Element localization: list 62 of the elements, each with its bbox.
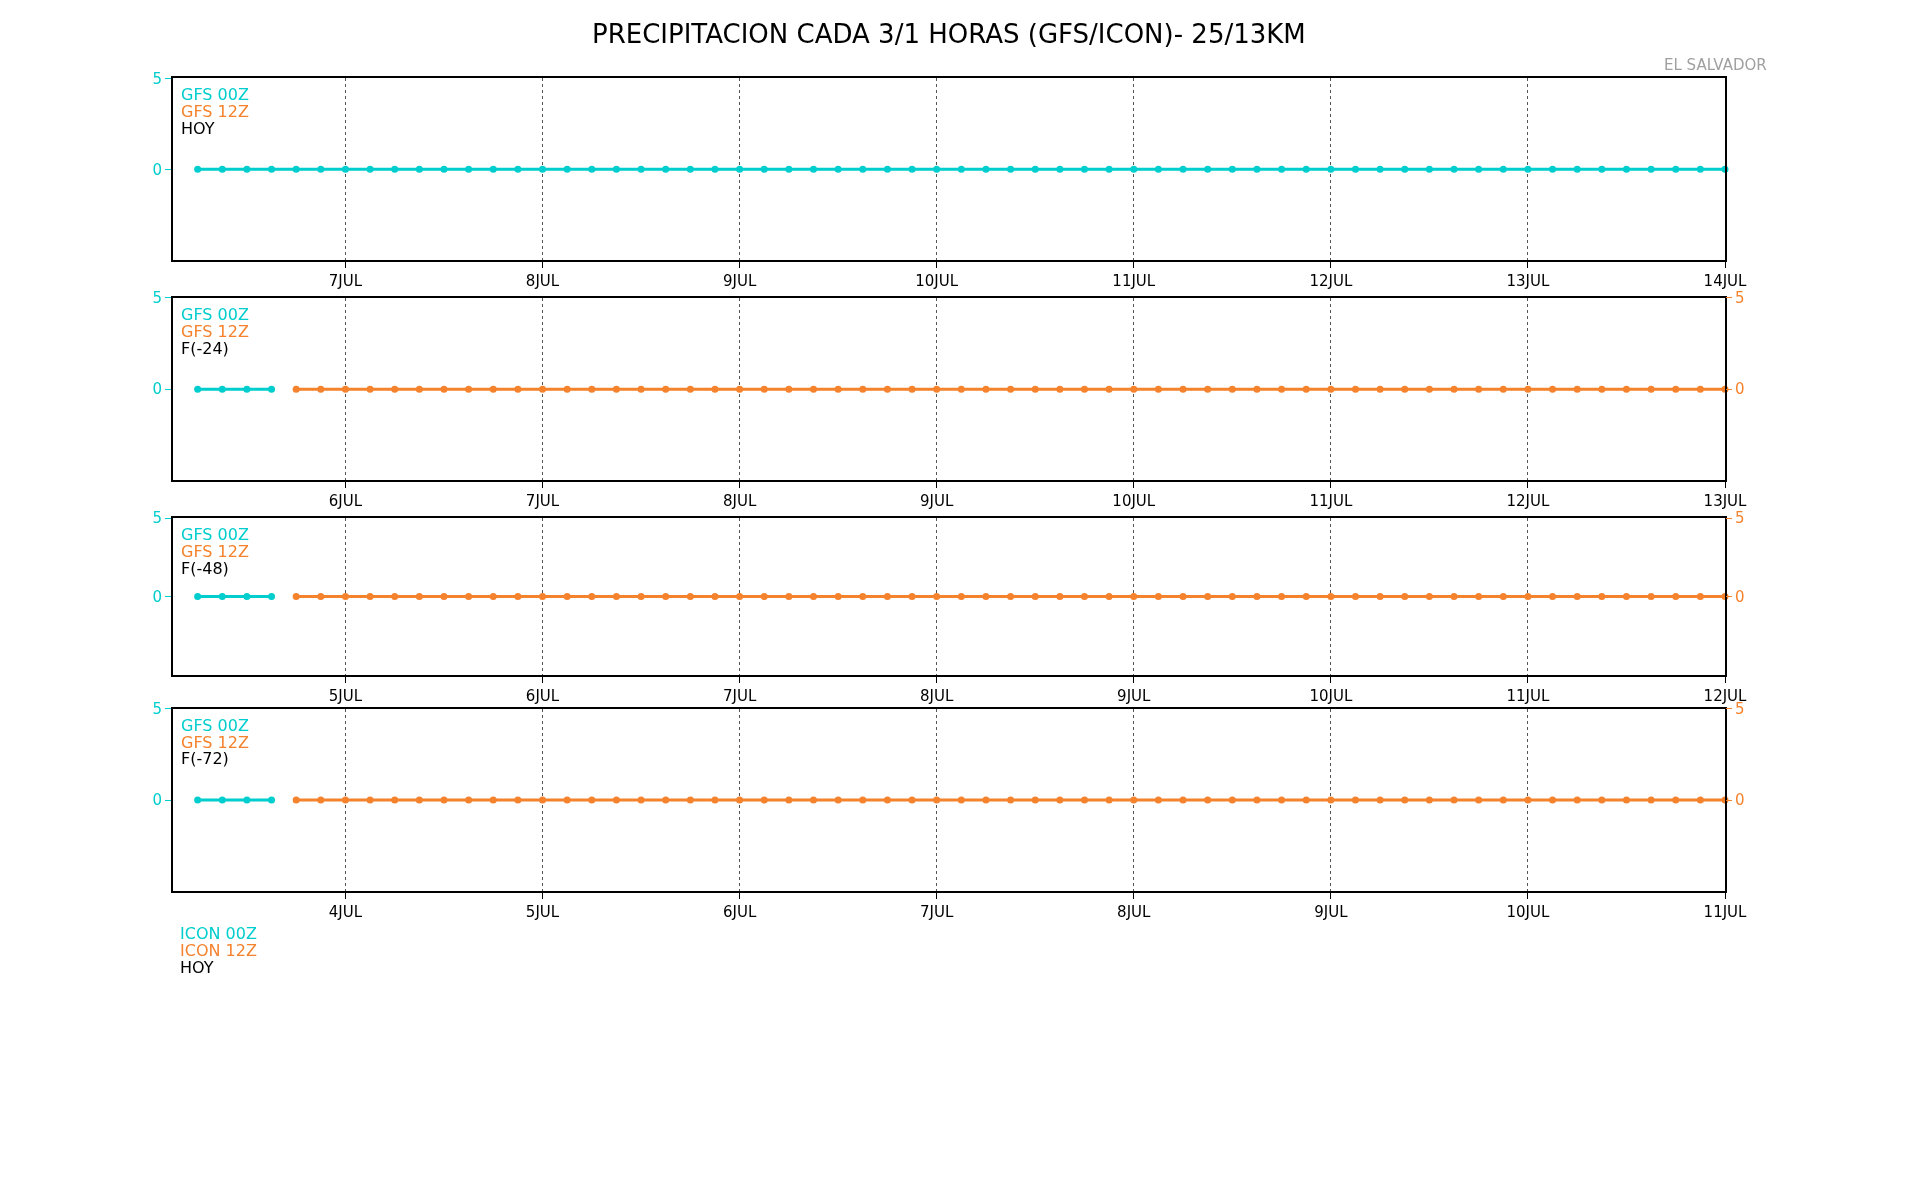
x-tick-label: 5JUL — [525, 903, 560, 922]
x-tick-label: 10JUL — [1309, 686, 1353, 705]
y-tick-label: 0 — [152, 791, 162, 810]
annotation: HOY — [181, 119, 215, 138]
x-tick-label: 11JUL — [1112, 272, 1156, 291]
x-tick-label: 7JUL — [328, 272, 363, 291]
x-tick-label: 9JUL — [920, 492, 954, 511]
legend-label: GFS 00Z — [181, 525, 249, 544]
x-tick-label: 5JUL — [328, 686, 363, 705]
y2-tick-label: 0 — [1735, 791, 1745, 810]
x-tick-label: 8JUL — [525, 272, 560, 291]
x-tick-label: 12JUL — [1309, 272, 1353, 291]
x-tick-label: 10JUL — [915, 272, 959, 291]
legend-label: ICON 00Z — [180, 924, 257, 943]
y2-tick-label: 5 — [1735, 509, 1745, 528]
x-tick-label: 6JUL — [328, 492, 363, 511]
text: HOY — [180, 958, 214, 977]
y-tick-label: 5 — [152, 699, 162, 718]
x-tick-label: 4JUL — [328, 903, 363, 922]
y-tick-label: 0 — [152, 160, 162, 179]
legend-label: GFS 12Z — [181, 102, 249, 121]
x-tick-label: 9JUL — [1117, 686, 1152, 705]
x-tick-label: 13JUL — [1506, 272, 1550, 291]
x-tick-label: 11JUL — [1506, 686, 1550, 705]
y-tick-label: 0 — [152, 380, 162, 399]
text: GFS 12Z — [181, 542, 249, 561]
y-tick-label: 5 — [152, 69, 162, 88]
x-tick-label: 10JUL — [1112, 492, 1156, 511]
x-tick-label: 7JUL — [525, 492, 560, 511]
y-tick-label: 0 — [152, 587, 162, 606]
x-tick-label: 9JUL — [1314, 903, 1349, 922]
y2-tick-label: 0 — [1735, 587, 1745, 606]
x-tick-label: 8JUL — [1117, 903, 1152, 922]
legend-label: GFS 00Z — [181, 716, 249, 735]
x-tick-label: 11JUL — [1309, 492, 1353, 511]
annotation: F(-24) — [181, 339, 229, 358]
x-tick-label: 6JUL — [722, 903, 757, 922]
legend-label: ICON 12Z — [180, 941, 257, 960]
chart-title: PRECIPITACION CADA 3/1 HORAS (GFS/ICON)- 25/13KM — [592, 19, 1306, 49]
x-tick-label: 11JUL — [1703, 903, 1748, 922]
text: EL SALVADOR — [1664, 56, 1767, 74]
x-tick-label: 8JUL — [920, 686, 954, 705]
annotation: F(-48) — [181, 559, 229, 578]
legend-label: GFS 00Z — [181, 85, 249, 104]
x-tick-label: 14JUL — [1703, 272, 1748, 291]
legend-label: GFS 00Z — [181, 305, 249, 324]
x-tick-label: 6JUL — [525, 686, 560, 705]
y2-tick-label: 5 — [1735, 289, 1745, 308]
text: GFS 12Z — [181, 733, 249, 752]
x-tick-label: 8JUL — [722, 492, 757, 511]
x-tick-label: 9JUL — [722, 272, 757, 291]
x-tick-label: 13JUL — [1703, 492, 1748, 511]
text: GFS 12Z — [181, 322, 249, 341]
x-tick-label: 12JUL — [1703, 686, 1748, 705]
y2-tick-label: 0 — [1735, 380, 1745, 399]
x-tick-label: 10JUL — [1506, 903, 1550, 922]
x-tick-label: 7JUL — [722, 686, 757, 705]
x-tick-label: 7JUL — [920, 903, 954, 922]
y-tick-label: 5 — [152, 509, 162, 528]
x-tick-label: 12JUL — [1506, 492, 1550, 511]
y-tick-label: 5 — [152, 289, 162, 308]
annotation: F(-72) — [181, 749, 229, 768]
